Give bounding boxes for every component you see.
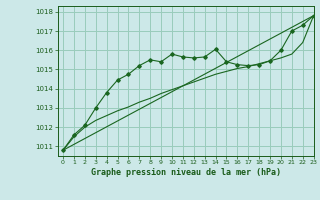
X-axis label: Graphe pression niveau de la mer (hPa): Graphe pression niveau de la mer (hPa) xyxy=(91,168,281,177)
